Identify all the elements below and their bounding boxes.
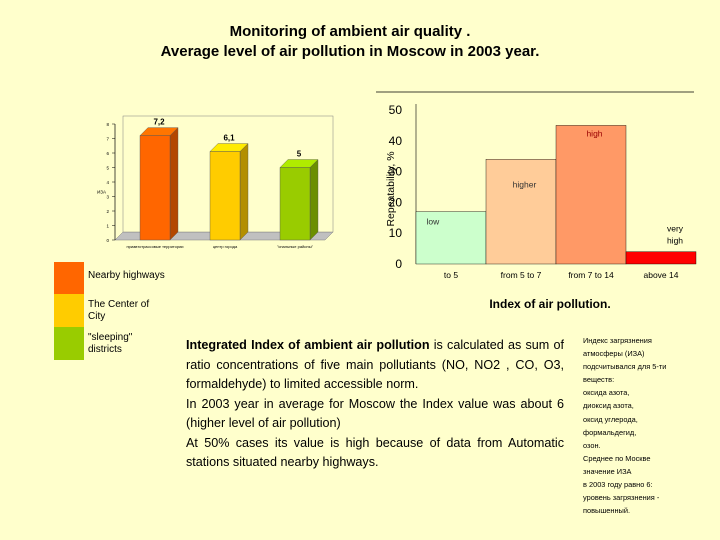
legend-swatch-highways xyxy=(54,262,84,295)
chart1-category-label: приавтотрассовые территории xyxy=(126,244,183,249)
chart1-y-tick-label: 7 xyxy=(106,137,109,142)
chart1-category-label: "спальные районы" xyxy=(277,244,314,249)
chart2-y-tick-label: 50 xyxy=(389,103,403,117)
chart2-category-label: from 7 to 14 xyxy=(568,270,614,280)
chart1-y-axis-label: ИЗА xyxy=(97,190,106,195)
description-paragraph-1: Integrated Index of ambient air pollutio… xyxy=(186,336,564,395)
chart2-band-label: higher xyxy=(513,179,537,189)
chart1-y-tick-label: 4 xyxy=(106,180,109,185)
chart2-band-label: very xyxy=(667,224,684,234)
description-paragraph-2: In 2003 year in average for Moscow the I… xyxy=(186,396,564,431)
description-rest: is calculated as sum of ratio concentrat… xyxy=(186,338,564,391)
chart1-data-label: 6,1 xyxy=(223,134,235,143)
legend-label-sleeping: "sleeping" districts xyxy=(88,332,133,355)
chart2-band-label: low xyxy=(427,217,441,227)
chart1-bar xyxy=(279,167,311,241)
chart1-category-label: центр города xyxy=(213,244,238,249)
chart2-y-tick-label: 40 xyxy=(389,134,403,148)
chart1-bar xyxy=(139,135,171,241)
repeatability-bar-chart: 0 10 20 30 40 50 Repeatability, % to 5 from 5 to… xyxy=(376,91,697,280)
chart1-bar xyxy=(209,151,241,241)
chart1-data-label: 5 xyxy=(297,150,302,159)
russian-note-line: подсчитывался для 5-ти веществ: xyxy=(583,362,667,385)
russian-note-line: оксида азота, xyxy=(583,388,630,398)
russian-note-line: Среднее по Москве значение ИЗА xyxy=(583,453,651,476)
chart1-bar-side xyxy=(239,143,249,241)
chart2-y-axis-label: Repeatability, % xyxy=(385,151,397,226)
index-description: Integrated Index of ambient air pollutio… xyxy=(186,336,564,473)
russian-note-line: озон. xyxy=(583,440,601,450)
russian-note-line: диоксид азота, xyxy=(583,401,634,411)
chart2-band-label: high xyxy=(667,236,683,246)
chart2-band-label: high xyxy=(586,128,602,138)
russian-note-line: повышенный. xyxy=(583,506,631,516)
chart1-y-tick-label: 3 xyxy=(106,195,109,200)
russian-note-line: оксид углерода, xyxy=(583,414,638,424)
chart2-category-label: to 5 xyxy=(444,270,458,280)
russian-note-line: формальдегид, xyxy=(583,427,637,437)
chart1-y-tick-label: 5 xyxy=(106,166,109,171)
chart2-y-tick-label: 10 xyxy=(389,226,403,240)
index-axis-title: Index of air pollution. xyxy=(489,297,611,311)
chart2-bar xyxy=(625,251,697,265)
russian-note-line: Индекс загрязнения атмосферы (ИЗА) xyxy=(583,336,652,359)
chart1-bar-side xyxy=(309,159,319,241)
chart2-bar xyxy=(555,125,627,265)
legend-swatch-center xyxy=(54,294,84,327)
chart1-y-tick-label: 1 xyxy=(106,224,109,229)
legend-label-highways: Nearby highways xyxy=(88,270,165,281)
chart1-data-label: 7,2 xyxy=(153,118,165,127)
chart1-bar-side xyxy=(169,127,179,241)
page-title: Monitoring of ambient air quality . Aver… xyxy=(0,22,700,62)
chart2-y-tick-label: 20 xyxy=(389,195,403,209)
chart1-y-tick-label: 6 xyxy=(106,151,109,156)
description-bold-term: Integrated Index of ambient air pollutio… xyxy=(186,338,430,352)
russian-note-line: в 2003 году равно 6: xyxy=(583,480,653,490)
chart1-y-tick-label: 2 xyxy=(106,209,109,214)
chart2-y-tick-label: 0 xyxy=(395,257,402,271)
chart1-y-tick-label: 8 xyxy=(106,122,109,127)
legend-swatch-sleeping xyxy=(54,327,84,360)
description-paragraph-3: At 50% cases its value is high because o… xyxy=(186,435,564,470)
title-line-2: Average level of air pollution in Moscow… xyxy=(160,43,540,60)
chart2-bar xyxy=(485,159,557,265)
district-bar-chart: 0 1 2 3 4 5 6 7 8 ИЗА 7,2 приавтотрассовые территор… xyxy=(97,115,334,249)
chart1-y-tick-label: 0 xyxy=(106,238,109,243)
legend-label-center: The Center of City xyxy=(88,299,150,322)
title-line-1: Monitoring of ambient air quality . xyxy=(229,23,471,40)
chart2-category-label: above 14 xyxy=(644,270,679,280)
russian-note-line: уровень загрязнения - xyxy=(583,493,660,503)
russian-note: Индекс загрязнения атмосферы (ИЗА) подсч… xyxy=(583,334,675,517)
chart2-y-tick-label: 30 xyxy=(389,165,403,179)
chart2-bar xyxy=(415,211,487,265)
chart2-category-label: from 5 to 7 xyxy=(501,270,542,280)
